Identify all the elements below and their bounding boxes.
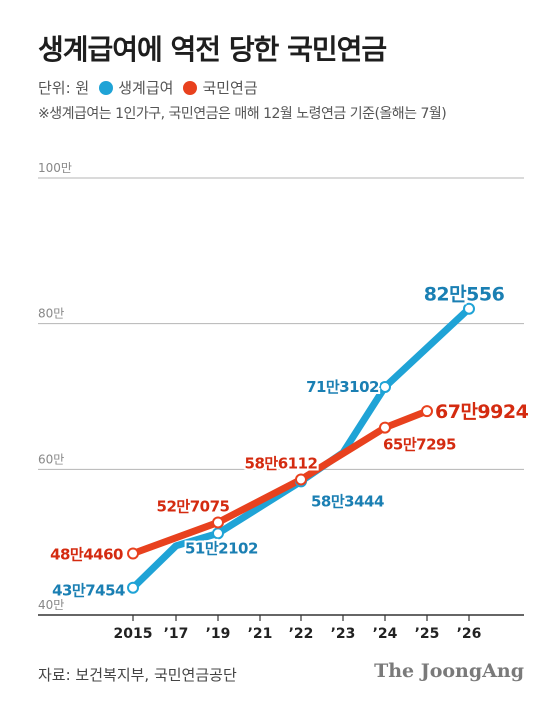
legend: 단위: 원 생계급여 국민연금 <box>38 77 258 98</box>
x-tick-label: ’22 <box>289 626 314 642</box>
x-tick-label: ’21 <box>248 626 273 642</box>
x-tick-label: ’26 <box>457 626 482 642</box>
data-label: 58만3444 <box>311 492 384 510</box>
x-tick-label: ’19 <box>206 626 231 642</box>
x-tick-label: ’23 <box>331 626 356 642</box>
data-label: 82만556 <box>424 284 505 306</box>
data-label: 71만3102 <box>306 378 379 396</box>
y-tick-label: 100만 <box>38 161 72 175</box>
x-axis: 2015 ’17 ’19 ’21 ’22 ’23 ’24 ’25 ’26 <box>38 614 524 642</box>
unit-label: 단위: 원 <box>38 79 90 97</box>
data-label: 52만7075 <box>157 497 230 515</box>
series-points <box>127 302 475 594</box>
data-label: 58만6112 <box>245 454 318 472</box>
data-point <box>295 473 307 486</box>
x-tick-label: ’17 <box>164 626 189 642</box>
brand-logo: The JoongAng <box>374 660 524 682</box>
legend-label-livelihood: 생계급여 <box>118 79 174 97</box>
data-point <box>212 516 224 529</box>
x-tick-label: ’24 <box>373 626 398 642</box>
data-label: 65만7295 <box>383 436 456 454</box>
data-label: 43만7454 <box>52 582 125 600</box>
legend-dot-livelihood <box>99 80 114 95</box>
data-point <box>127 581 139 594</box>
data-point <box>127 547 139 560</box>
x-tick-label: 2015 <box>114 626 153 642</box>
y-tick-label: 80만 <box>38 307 64 321</box>
x-tick-label: ’25 <box>415 626 440 642</box>
data-label: 67만9924 <box>435 401 529 423</box>
data-point <box>379 421 391 434</box>
data-label: 48만4460 <box>50 545 123 563</box>
data-labels: 43만7454 51만2102 58만3444 71만3102 82만556 48만446… <box>48 282 531 602</box>
data-point <box>379 380 391 393</box>
data-label: 51만2102 <box>185 539 258 557</box>
legend-label-pension: 국민연금 <box>202 79 258 97</box>
grid-lines: 40만 60만 80만 100만 <box>38 161 524 612</box>
chart-title: 생계급여에 역전 당한 국민연금 <box>38 33 387 66</box>
y-tick-label: 40만 <box>38 598 64 612</box>
data-point <box>463 302 475 315</box>
source-text: 자료: 보건복지부, 국민연금공단 <box>38 666 237 684</box>
y-tick-label: 60만 <box>38 452 64 466</box>
data-point <box>421 405 433 418</box>
legend-dot-pension <box>183 80 198 95</box>
chart-note: ※생계급여는 1인가구, 국민연금은 매해 12월 노령연금 기준(올해는 7월… <box>38 106 447 122</box>
data-point <box>212 527 224 540</box>
